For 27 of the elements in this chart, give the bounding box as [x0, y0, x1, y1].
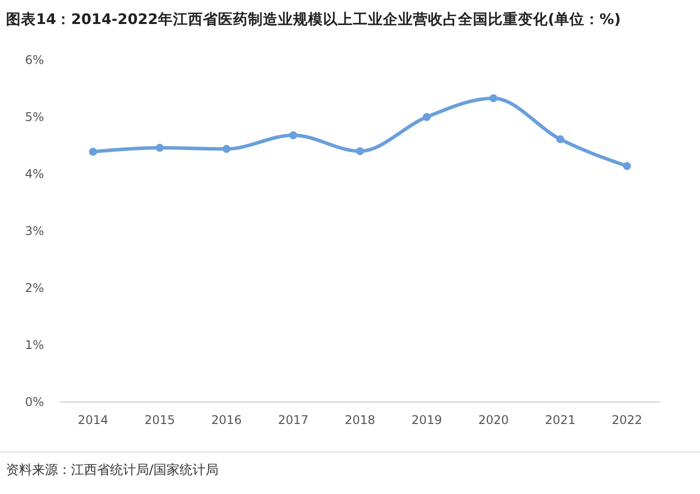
point: [490, 94, 498, 102]
point: [422, 113, 431, 121]
point: [156, 144, 164, 152]
y-tick-label: 0%: [24, 395, 44, 410]
chart-title: 图表14：2014-2022年江西省医药制造业规模以上工业企业营收占全国比重变化(单位：%): [6, 10, 621, 28]
y-tick-label: 3%: [24, 224, 44, 238]
x-tick-label: 2020: [478, 413, 509, 427]
point: [623, 162, 631, 170]
x-tick-label: 2017: [278, 413, 309, 427]
x-tick-label: 2015: [144, 413, 176, 427]
x-tick-label: 2022: [612, 413, 642, 427]
point: [222, 144, 230, 153]
y-tick-label: 2%: [24, 281, 44, 296]
x-tick-label: 2018: [344, 413, 376, 427]
point: [356, 147, 364, 156]
y-tick-label: 5%: [24, 110, 44, 124]
y-tick-label: 6%: [24, 53, 44, 68]
point: [89, 148, 97, 156]
point: [556, 135, 564, 144]
x-tick-label: 2014: [78, 413, 108, 427]
x-tick-label: 2021: [544, 413, 576, 427]
y-tick-label: 4%: [24, 167, 44, 182]
x-tick-label: 2016: [211, 413, 242, 427]
y-tick-label: 1%: [24, 338, 44, 352]
point: [289, 131, 298, 140]
x-tick-label: 2019: [411, 413, 442, 427]
text: 资料来源：江西省统计局/国家统计局: [6, 462, 218, 478]
